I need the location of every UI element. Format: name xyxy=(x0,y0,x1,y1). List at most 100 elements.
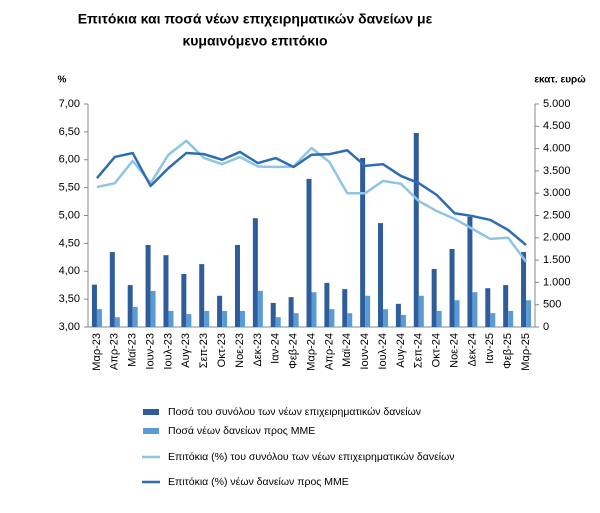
bar xyxy=(378,223,384,327)
y-tick-label: 3,00 xyxy=(59,321,80,333)
x-tick-label: Οκτ-24 xyxy=(431,333,443,367)
y-tick-label: 6,00 xyxy=(59,154,80,166)
x-tick-label: Σεπ-23 xyxy=(198,333,210,368)
legend-swatch xyxy=(143,428,159,434)
bar xyxy=(454,300,460,327)
bar xyxy=(342,289,348,327)
y2-tick-label: 1.500 xyxy=(543,254,571,266)
bar xyxy=(270,302,276,327)
bar xyxy=(199,264,205,327)
bar xyxy=(91,284,97,327)
bar xyxy=(293,313,299,327)
bar xyxy=(181,273,187,327)
y2-tick-label: 500 xyxy=(543,299,561,311)
chart-title: κυμαινόμενο επιτόκιο xyxy=(182,33,327,49)
x-tick-label: Μαρ-23 xyxy=(91,333,103,371)
bar xyxy=(400,314,406,327)
bar xyxy=(436,310,442,327)
x-tick-label: Αυγ-24 xyxy=(395,333,407,368)
bar xyxy=(449,248,455,327)
line xyxy=(96,139,528,263)
bar xyxy=(306,178,312,327)
bar xyxy=(508,310,514,327)
bar xyxy=(204,310,210,327)
bar xyxy=(490,313,496,327)
x-tick-label: Ιουν-24 xyxy=(359,333,371,370)
y2-tick-label: 4.500 xyxy=(543,120,571,132)
bar xyxy=(127,285,133,327)
bar xyxy=(275,317,281,327)
y-tick-label: 5,50 xyxy=(59,182,80,194)
bar xyxy=(526,300,532,327)
x-tick-label: Δεκ-23 xyxy=(252,333,264,367)
x-tick-label: Σεπ-24 xyxy=(413,333,425,368)
y-tick-label: 6,50 xyxy=(59,126,80,138)
y-tick-label: 3,50 xyxy=(59,293,80,305)
x-tick-label: Φεβ-25 xyxy=(502,333,514,369)
bar xyxy=(467,216,473,327)
bar xyxy=(329,309,335,327)
bar xyxy=(395,303,401,327)
x-tick-label: Μαρ-25 xyxy=(520,333,532,371)
bar xyxy=(252,218,258,327)
bar xyxy=(168,310,174,327)
bar xyxy=(186,314,192,327)
y-tick-label: 4,50 xyxy=(59,237,80,249)
y2-tick-label: 4.000 xyxy=(543,143,571,155)
x-tick-label: Ιουλ-23 xyxy=(162,333,174,370)
bar xyxy=(431,269,437,327)
legend-label: Ποσά του συνόλου των νέων επιχειρηματικώ… xyxy=(168,406,421,418)
bar xyxy=(150,290,156,327)
x-tick-label: Δεκ-24 xyxy=(466,333,478,367)
x-tick-label: Νοε-23 xyxy=(234,333,246,368)
y2-tick-label: 0 xyxy=(543,321,549,333)
bar xyxy=(503,285,509,327)
bar xyxy=(222,310,228,327)
bar xyxy=(324,282,330,327)
chart-title: Επιτόκια και ποσά νέων επιχειρηματικών δ… xyxy=(78,11,433,27)
bar xyxy=(217,295,223,327)
bar xyxy=(360,157,366,327)
bar xyxy=(145,244,151,327)
x-tick-label: Φεβ-24 xyxy=(288,333,300,369)
x-tick-label: Ιουλ-24 xyxy=(377,333,389,370)
line xyxy=(95,149,527,247)
x-tick-label: Οκτ-23 xyxy=(216,333,228,367)
bar xyxy=(521,252,527,327)
y2-tick-label: 1.000 xyxy=(543,276,571,288)
x-tick-label: Απρ-23 xyxy=(109,333,121,370)
legend-swatch xyxy=(143,409,159,415)
legend-label: Ποσά νέων δανείων προς ΜΜΕ xyxy=(168,425,315,437)
y2-axis-label: εκατ. ευρώ xyxy=(534,75,586,86)
bar xyxy=(418,295,424,327)
x-tick-label: Απρ-24 xyxy=(323,333,335,370)
x-tick-label: Μαϊ-23 xyxy=(127,333,139,367)
bar xyxy=(347,313,353,327)
bar xyxy=(383,309,389,327)
bar xyxy=(109,252,115,327)
x-tick-label: Ιουν-23 xyxy=(144,333,156,370)
y2-tick-label: 2.500 xyxy=(543,209,571,221)
y2-tick-label: 5.000 xyxy=(543,98,571,110)
x-tick-label: Αυγ-23 xyxy=(180,333,192,368)
legend-label: Επιτόκια (%) νέων δανείων προς ΜΜΕ xyxy=(168,476,349,488)
x-tick-label: Νοε-24 xyxy=(448,333,460,368)
bar xyxy=(257,290,263,327)
bar xyxy=(114,317,120,327)
x-tick-label: Ιαν-25 xyxy=(484,333,496,364)
bar xyxy=(96,309,102,327)
y-tick-label: 4,00 xyxy=(59,265,80,277)
bar xyxy=(311,292,317,327)
y2-tick-label: 3.500 xyxy=(543,165,571,177)
bar xyxy=(472,292,478,327)
bar xyxy=(163,255,169,327)
bar xyxy=(132,306,138,327)
y2-tick-label: 2.000 xyxy=(543,232,571,244)
bar xyxy=(239,310,245,327)
y-tick-label: 7,00 xyxy=(59,98,80,110)
x-tick-label: Μαϊ-24 xyxy=(341,333,353,367)
bar xyxy=(485,288,491,327)
x-tick-label: Μαρ-24 xyxy=(305,333,317,371)
